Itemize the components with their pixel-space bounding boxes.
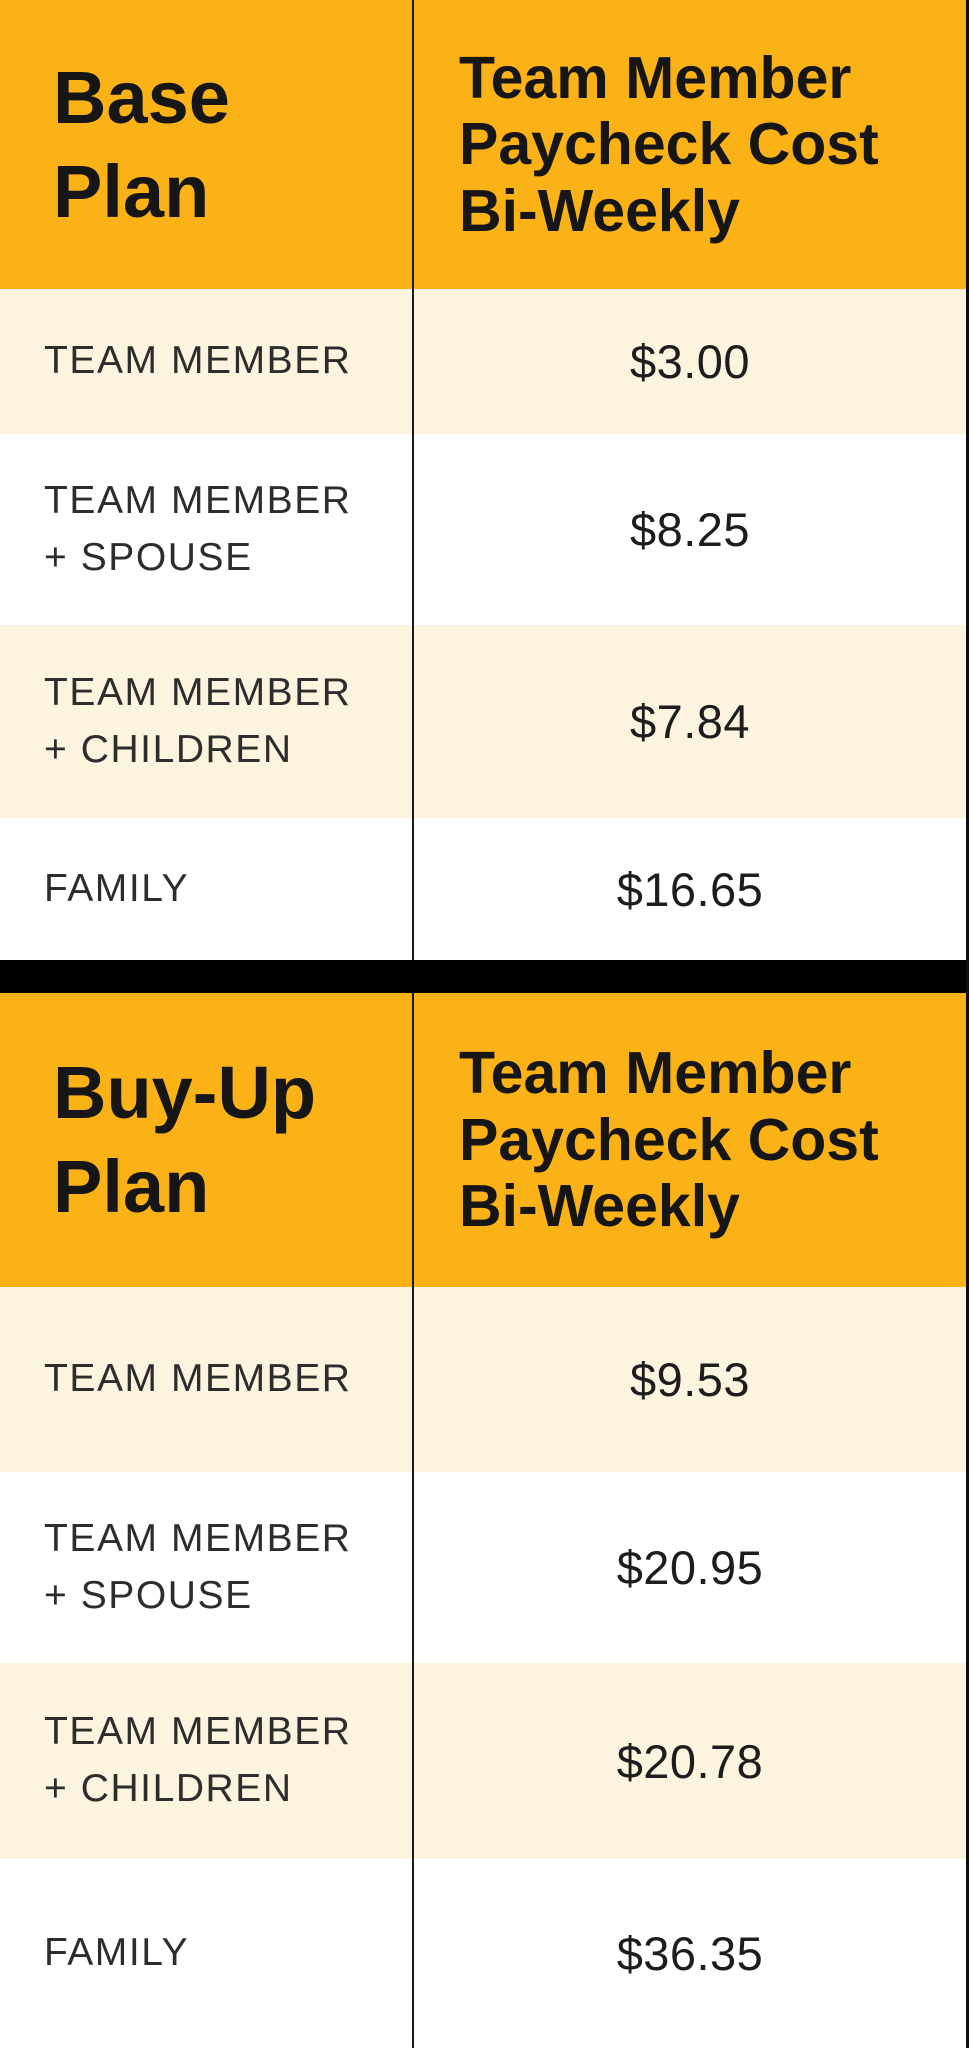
base-plan-header-row: Base Plan Team Member Paycheck Cost Bi-W… (0, 0, 966, 289)
table-row: TEAM MEMBER $9.53 (0, 1287, 966, 1472)
coverage-tier-label: TEAM MEMBER (44, 339, 352, 383)
base-plan-title: Base Plan (53, 55, 230, 233)
coverage-tier-label: TEAM MEMBER + CHILDREN (44, 1710, 352, 1810)
coverage-tier-label: TEAM MEMBER + SPOUSE (44, 478, 352, 579)
paycheck-cost-value: $8.25 (412, 434, 966, 625)
paycheck-cost-value: $7.84 (412, 625, 966, 818)
coverage-tier-label: TEAM MEMBER + CHILDREN (44, 670, 352, 771)
coverage-tier-label: TEAM MEMBER (44, 1357, 352, 1401)
base-plan-cost-column-header: Team Member Paycheck Cost Bi-Weekly (412, 0, 966, 289)
coverage-tier-label: FAMILY (44, 866, 190, 910)
table-row: TEAM MEMBER + SPOUSE $20.95 (0, 1472, 966, 1663)
buy-up-plan-header-row: Buy-Up Plan Team Member Paycheck Cost Bi… (0, 993, 966, 1287)
table-row: TEAM MEMBER + CHILDREN $20.78 (0, 1663, 966, 1859)
buy-up-plan-table: Buy-Up Plan Team Member Paycheck Cost Bi… (0, 993, 966, 2048)
table-row: FAMILY $16.65 (0, 818, 966, 960)
table-row: FAMILY $36.35 (0, 1859, 966, 2048)
coverage-tier-label: FAMILY (44, 1931, 190, 1975)
paycheck-cost-value: $20.95 (412, 1472, 966, 1663)
paycheck-cost-value: $3.00 (412, 289, 966, 434)
table-row: TEAM MEMBER $3.00 (0, 289, 966, 434)
base-plan-table: Base Plan Team Member Paycheck Cost Bi-W… (0, 0, 966, 960)
table-separator-bar (0, 960, 966, 993)
buy-up-plan-title: Buy-Up Plan (53, 1051, 317, 1228)
paycheck-cost-value: $16.65 (412, 818, 966, 960)
buy-up-plan-cost-column-header: Team Member Paycheck Cost Bi-Weekly (412, 993, 966, 1287)
paycheck-cost-value: $20.78 (412, 1663, 966, 1859)
paycheck-cost-value: $9.53 (412, 1287, 966, 1472)
table-row: TEAM MEMBER + SPOUSE $8.25 (0, 434, 966, 625)
coverage-tier-label: TEAM MEMBER + SPOUSE (44, 1516, 352, 1617)
paycheck-cost-value: $36.35 (412, 1859, 966, 2048)
table-row: TEAM MEMBER + CHILDREN $7.84 (0, 625, 966, 818)
